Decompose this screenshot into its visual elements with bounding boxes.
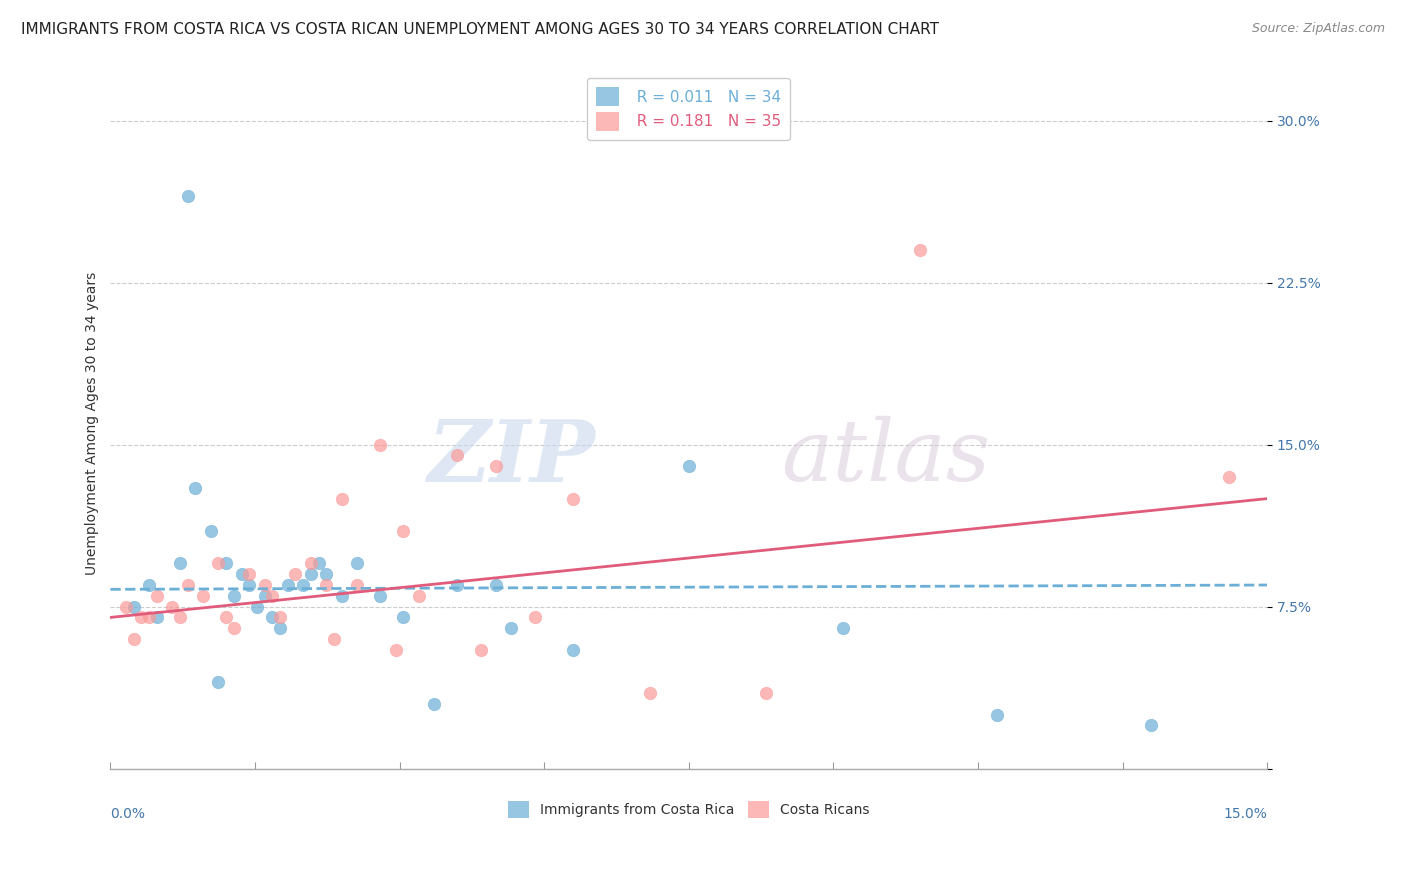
Point: [262, 589, 284, 603]
Point: [222, 621, 245, 635]
Point: [323, 632, 346, 646]
Point: [485, 459, 508, 474]
Point: [562, 491, 585, 506]
Point: [485, 578, 508, 592]
Point: [176, 189, 198, 203]
Point: [1218, 470, 1240, 484]
Point: [145, 610, 167, 624]
Point: [238, 578, 260, 592]
Point: [330, 491, 353, 506]
Point: [470, 642, 492, 657]
Point: [908, 244, 931, 258]
Point: [346, 557, 368, 571]
Point: [207, 557, 229, 571]
Point: [299, 557, 322, 571]
Point: [169, 557, 191, 571]
Point: [384, 642, 406, 657]
Point: [176, 578, 198, 592]
Point: [446, 449, 468, 463]
Point: [253, 578, 276, 592]
Point: [315, 578, 337, 592]
Point: [308, 557, 330, 571]
Point: [832, 621, 855, 635]
Point: [253, 589, 276, 603]
Point: [446, 578, 468, 592]
Point: [122, 632, 145, 646]
Point: [277, 578, 299, 592]
Point: [986, 707, 1008, 722]
Point: [145, 589, 167, 603]
Point: [114, 599, 136, 614]
Text: Source: ZipAtlas.com: Source: ZipAtlas.com: [1251, 22, 1385, 36]
Point: [392, 610, 415, 624]
Point: [423, 697, 446, 711]
Point: [284, 567, 307, 582]
Point: [215, 610, 238, 624]
Point: [129, 610, 152, 624]
Text: atlas: atlas: [782, 417, 990, 499]
Point: [346, 578, 368, 592]
Point: [368, 589, 391, 603]
Point: [315, 567, 337, 582]
Point: [200, 524, 222, 538]
Point: [246, 599, 269, 614]
Point: [755, 686, 778, 700]
Point: [392, 524, 415, 538]
Point: [138, 578, 160, 592]
Point: [523, 610, 546, 624]
Point: [238, 567, 260, 582]
Point: [292, 578, 315, 592]
Point: [262, 610, 284, 624]
Point: [191, 589, 214, 603]
Legend: Immigrants from Costa Rica, Costa Ricans: Immigrants from Costa Rica, Costa Ricans: [502, 796, 875, 824]
Point: [408, 589, 430, 603]
Point: [1140, 718, 1163, 732]
Y-axis label: Unemployment Among Ages 30 to 34 years: Unemployment Among Ages 30 to 34 years: [86, 271, 100, 574]
Point: [231, 567, 253, 582]
Point: [138, 610, 160, 624]
Point: [160, 599, 183, 614]
Point: [501, 621, 523, 635]
Point: [269, 610, 291, 624]
Point: [122, 599, 145, 614]
Point: [169, 610, 191, 624]
Point: [299, 567, 322, 582]
Text: 0.0%: 0.0%: [111, 806, 145, 821]
Point: [638, 686, 661, 700]
Text: 15.0%: 15.0%: [1223, 806, 1267, 821]
Point: [368, 437, 391, 451]
Point: [330, 589, 353, 603]
Point: [207, 675, 229, 690]
Point: [269, 621, 291, 635]
Text: ZIP: ZIP: [429, 416, 596, 500]
Text: IMMIGRANTS FROM COSTA RICA VS COSTA RICAN UNEMPLOYMENT AMONG AGES 30 TO 34 YEARS: IMMIGRANTS FROM COSTA RICA VS COSTA RICA…: [21, 22, 939, 37]
Point: [678, 459, 700, 474]
Point: [222, 589, 245, 603]
Point: [184, 481, 207, 495]
Point: [215, 557, 238, 571]
Point: [562, 642, 585, 657]
